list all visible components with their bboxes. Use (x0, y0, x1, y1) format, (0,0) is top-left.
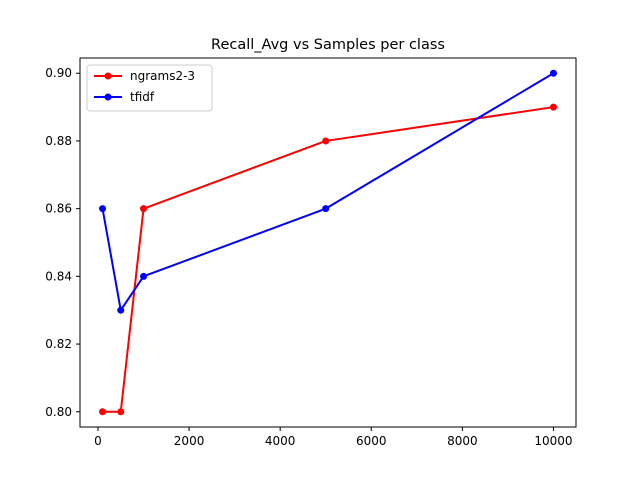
plot-frame (79, 57, 577, 428)
data-point-ngrams2-3-3 (322, 137, 330, 145)
data-point-tfidf-1 (117, 306, 125, 314)
x-tick-label: 6000 (356, 434, 387, 448)
data-point-tfidf-0 (99, 205, 107, 213)
legend: ngrams2-3 tfidf (86, 64, 213, 112)
data-point-ngrams2-3-4 (549, 103, 557, 111)
x-tick-label: 2000 (174, 434, 205, 448)
series-layer (99, 69, 557, 416)
chart-title: Recall_Avg vs Samples per class (211, 37, 445, 53)
legend-marker-tfidf (104, 93, 112, 101)
x-tick-label: 0 (94, 434, 102, 448)
y-tick-label: 0.88 (45, 134, 72, 148)
data-point-tfidf-2 (140, 272, 148, 280)
y-tick-label: 0.86 (45, 202, 72, 216)
axes-layer: 0 2000 4000 6000 8000 10000 0.80 0.82 0.84 0.86 0.… (45, 66, 572, 448)
y-tick-label: 0.80 (45, 405, 72, 419)
legend-marker-ngrams2-3 (104, 72, 112, 80)
x-tick-label: 10000 (534, 434, 572, 448)
y-tick-label: 0.84 (45, 269, 72, 283)
legend-label-tfidf: tfidf (130, 90, 155, 104)
data-point-ngrams2-3-2 (140, 205, 148, 213)
data-point-tfidf-3 (322, 205, 330, 213)
data-point-tfidf-4 (549, 69, 557, 77)
data-point-ngrams2-3-0 (99, 408, 107, 416)
y-tick-label: 0.82 (45, 337, 72, 351)
x-tick-label: 4000 (265, 434, 296, 448)
legend-label-ngrams2-3: ngrams2-3 (130, 69, 195, 83)
y-tick-label: 0.90 (45, 66, 72, 80)
data-point-ngrams2-3-1 (117, 408, 125, 416)
x-tick-label: 8000 (447, 434, 478, 448)
